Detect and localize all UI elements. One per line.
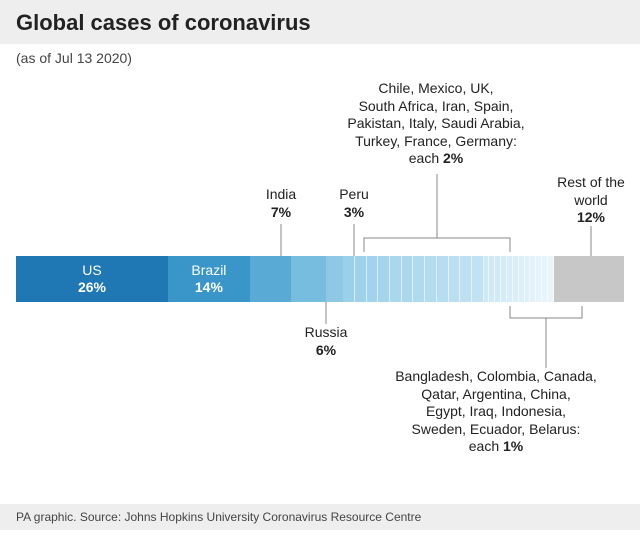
bar-seg-group2-4 xyxy=(390,256,402,302)
bar-seg-group2-5 xyxy=(402,256,414,302)
bar-seg-us: US26% xyxy=(16,256,168,302)
annot-russia-name: Russia xyxy=(298,324,354,342)
bar-seg-group2-2 xyxy=(367,256,379,302)
annot-group1-name: Bangladesh, Colombia, Canada, Qatar, Arg… xyxy=(366,368,626,456)
chart-subtitle: (as of Jul 13 2020) xyxy=(16,50,640,66)
annot-india: India 7% xyxy=(256,186,306,221)
annot-peru-pct: 3% xyxy=(330,204,378,222)
bar-seg-rest xyxy=(554,256,624,302)
annot-rest-name: Rest of the world xyxy=(550,174,632,209)
annot-rest-pct: 12% xyxy=(550,209,632,227)
annot-russia-pct: 6% xyxy=(298,342,354,360)
stacked-bar: US26% Brazil14% xyxy=(16,256,624,302)
header: Global cases of coronavirus xyxy=(0,0,640,44)
bar-seg-us-label: US26% xyxy=(78,262,106,296)
bar-seg-group2-6 xyxy=(413,256,425,302)
bar-seg-india xyxy=(250,256,291,302)
annot-peru-name: Peru xyxy=(330,186,378,204)
bar-seg-group2-8 xyxy=(437,256,449,302)
annot-group2: Chile, Mexico, UK, South Africa, Iran, S… xyxy=(296,80,576,168)
annot-peru: Peru 3% xyxy=(330,186,378,221)
annot-group2-name: Chile, Mexico, UK, South Africa, Iran, S… xyxy=(296,80,576,168)
bar-seg-group2-9 xyxy=(449,256,461,302)
chart-area: India 7% Peru 3% Russia 6% Rest of the w… xyxy=(16,66,624,466)
annot-russia: Russia 6% xyxy=(298,324,354,359)
annot-rest: Rest of the world 12% xyxy=(550,174,632,227)
annot-group1: Bangladesh, Colombia, Canada, Qatar, Arg… xyxy=(366,368,626,456)
bar-seg-group2-11 xyxy=(472,256,484,302)
bar-seg-group2-1 xyxy=(355,256,367,302)
bar-seg-group2-3 xyxy=(378,256,390,302)
chart-title: Global cases of coronavirus xyxy=(16,10,624,36)
bar-seg-russia xyxy=(291,256,326,302)
bar-seg-group2-7 xyxy=(425,256,437,302)
bar-seg-group2-0 xyxy=(343,256,355,302)
annot-india-pct: 7% xyxy=(256,204,306,222)
footer-credit: PA graphic. Source: Johns Hopkins Univer… xyxy=(0,504,640,530)
bar-seg-brazil-label: Brazil14% xyxy=(191,262,226,296)
bar-seg-peru xyxy=(326,256,344,302)
bar-seg-brazil: Brazil14% xyxy=(168,256,250,302)
bar-seg-group2-10 xyxy=(460,256,472,302)
annot-india-name: India xyxy=(256,186,306,204)
